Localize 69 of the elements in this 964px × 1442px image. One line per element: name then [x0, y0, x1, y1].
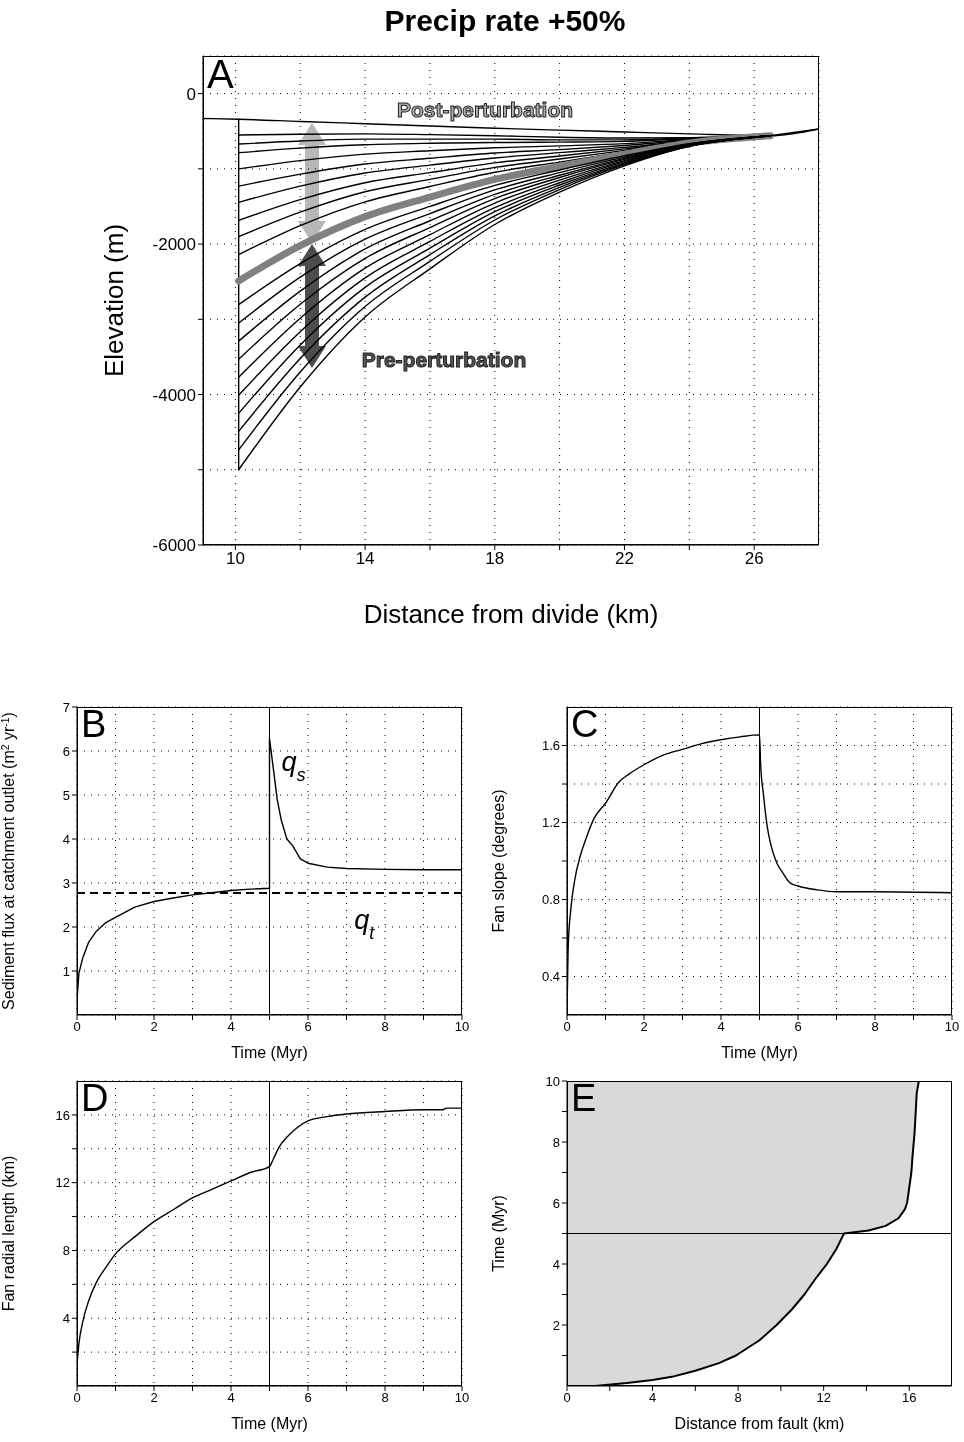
- y-tick-label: 10: [545, 1073, 560, 1089]
- x-tick-label: 2: [640, 1019, 648, 1035]
- y-tick-label: 12: [55, 1175, 70, 1191]
- x-axis-title: Distance from fault (km): [674, 1415, 845, 1432]
- y-tick-label: 16: [55, 1107, 70, 1123]
- annotation: A: [207, 52, 234, 96]
- x-tick-label: 12: [816, 1390, 831, 1406]
- x-tick-label: 6: [304, 1390, 312, 1406]
- x-tick-label: 4: [648, 1390, 657, 1406]
- x-tick-label: 8: [871, 1019, 879, 1035]
- x-tick-label: 0: [563, 1019, 571, 1035]
- x-tick-label: 4: [717, 1019, 725, 1035]
- x-tick-label: 0: [73, 1019, 81, 1035]
- x-tick-label: 6: [794, 1019, 802, 1035]
- x-tick-label: 0: [563, 1390, 571, 1406]
- ref-line-label: q$_{t}$: [354, 904, 376, 944]
- y-tick-label: 1: [62, 963, 70, 979]
- annotation: D: [81, 1077, 109, 1119]
- y-tick-label: 6: [552, 1195, 560, 1211]
- annotation: B: [81, 703, 107, 745]
- x-tick-label: 26: [744, 549, 764, 569]
- y-tick-label: 4: [62, 831, 70, 847]
- x-tick-label: 4: [227, 1019, 235, 1035]
- x-tick-label: 10: [454, 1390, 470, 1406]
- y-tick-label: -4000: [152, 385, 196, 405]
- x-axis-title: Time (Myr): [231, 1044, 308, 1061]
- annotation: C: [571, 703, 599, 745]
- y-tick-label: 0.4: [541, 969, 560, 985]
- y-tick-label: 1.2: [541, 815, 560, 831]
- y-tick-label: 8: [552, 1134, 560, 1150]
- y-tick-label: -6000: [152, 536, 196, 556]
- y-tick-label: 5: [62, 787, 70, 803]
- x-tick-label: 18: [485, 549, 505, 569]
- x-tick-label: 8: [381, 1390, 389, 1406]
- y-tick-label: -2000: [152, 235, 196, 255]
- x-axis-title: Distance from divide (km): [363, 599, 659, 629]
- series-label: q$_{s}$: [281, 745, 306, 785]
- y-tick-label: 6: [62, 743, 70, 759]
- x-tick-label: 22: [615, 549, 634, 569]
- x-tick-label: 8: [734, 1390, 742, 1406]
- chart-title: Precip rate +50%: [383, 4, 627, 38]
- x-tick-label: 10: [454, 1019, 470, 1035]
- x-axis-title: Time (Myr): [721, 1044, 798, 1061]
- annotation: Pre-perturbation: [361, 348, 527, 372]
- x-tick-label: 4: [227, 1390, 235, 1406]
- y-tick-label: 0: [186, 84, 196, 104]
- y-tick-label: 3: [62, 875, 70, 891]
- x-tick-label: 8: [381, 1019, 389, 1035]
- y-tick-label: 7: [62, 699, 70, 715]
- x-tick-label: 0: [73, 1390, 81, 1406]
- y-axis-title: Fan slope (degrees): [490, 789, 508, 933]
- x-tick-label: 6: [304, 1019, 312, 1035]
- y-tick-label: 1.6: [541, 738, 560, 754]
- x-tick-label: 16: [901, 1390, 917, 1406]
- y-tick-label: 2: [62, 919, 70, 935]
- annotation: E: [571, 1077, 597, 1119]
- y-tick-label: 4: [62, 1310, 70, 1326]
- x-axis-title: Time (Myr): [231, 1415, 308, 1432]
- y-tick-label: 2: [552, 1317, 560, 1333]
- y-tick-label: 8: [62, 1243, 70, 1259]
- y-tick-label: 4: [552, 1256, 560, 1272]
- y-axis-title: Elevation (m): [99, 223, 130, 378]
- annotation: Post-perturbation: [396, 98, 574, 122]
- y-tick-label: 0.8: [541, 892, 560, 908]
- y-axis-title: Fan radial length (km): [0, 1155, 18, 1312]
- x-tick-label: 14: [355, 549, 375, 569]
- x-tick-label: 10: [944, 1019, 960, 1035]
- x-tick-label: 10: [225, 549, 245, 569]
- y-axis-title: Time (Myr): [490, 1195, 508, 1272]
